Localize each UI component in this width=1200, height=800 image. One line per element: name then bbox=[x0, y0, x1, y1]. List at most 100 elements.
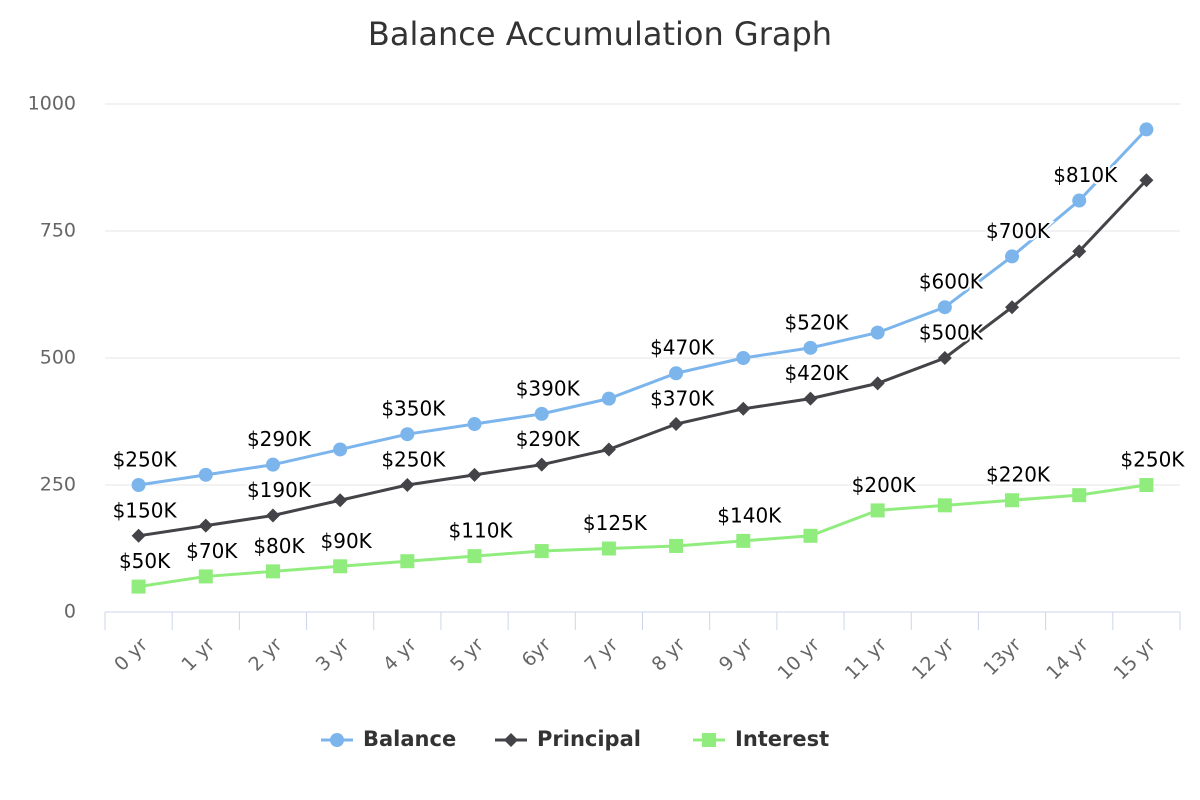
point-marker bbox=[333, 559, 348, 574]
x-tick-label: 4 yr bbox=[379, 634, 421, 676]
data-label: $470K bbox=[650, 336, 715, 360]
data-label: $150K bbox=[113, 498, 178, 522]
legend-item: Balance bbox=[321, 727, 456, 751]
point-marker bbox=[534, 544, 549, 559]
x-tick-label: 14 yr bbox=[1042, 634, 1093, 685]
data-label: $90K bbox=[321, 529, 373, 553]
point-marker bbox=[937, 300, 952, 315]
point-marker bbox=[803, 528, 818, 543]
data-label: $140K bbox=[717, 503, 782, 527]
data-label: $110K bbox=[449, 519, 514, 543]
point-marker bbox=[467, 467, 482, 482]
point-marker bbox=[534, 457, 549, 472]
point-marker bbox=[131, 528, 146, 543]
y-tick-label: 0 bbox=[64, 601, 76, 623]
series-line bbox=[138, 179, 1148, 538]
point-marker bbox=[937, 498, 952, 513]
point-marker bbox=[669, 538, 684, 553]
point-marker bbox=[870, 325, 885, 340]
x-tick-label: 10 yr bbox=[773, 634, 824, 685]
data-label: $600K bbox=[919, 270, 984, 294]
point-marker bbox=[669, 366, 684, 381]
point-marker bbox=[870, 503, 885, 518]
x-tick-label: 2 yr bbox=[245, 634, 287, 676]
x-tick-label: 11 yr bbox=[841, 634, 892, 685]
data-label: $250K bbox=[113, 448, 178, 472]
point-marker bbox=[400, 427, 415, 442]
x-tick-label: 5 yr bbox=[446, 634, 488, 676]
point-marker bbox=[870, 376, 885, 391]
x-tick-label: 1 yr bbox=[177, 634, 219, 676]
data-label: $370K bbox=[650, 387, 715, 411]
data-label: $810K bbox=[1053, 163, 1118, 187]
point-marker bbox=[803, 340, 818, 355]
point-marker bbox=[131, 579, 146, 594]
point-marker bbox=[736, 533, 751, 548]
series-line bbox=[138, 483, 1147, 589]
legend-label: Balance bbox=[363, 727, 456, 751]
point-marker bbox=[1005, 249, 1020, 264]
data-label: $390K bbox=[516, 376, 581, 400]
data-label: $190K bbox=[247, 478, 312, 502]
y-tick-label: 500 bbox=[40, 347, 76, 369]
x-tick-label: 0 yr bbox=[110, 634, 152, 676]
point-marker bbox=[467, 417, 482, 432]
point-marker bbox=[1072, 193, 1087, 208]
point-marker bbox=[265, 457, 280, 472]
point-marker bbox=[265, 564, 280, 579]
point-marker bbox=[1139, 478, 1154, 492]
point-marker bbox=[736, 401, 751, 416]
data-label: $290K bbox=[516, 427, 581, 451]
data-label: $250K bbox=[1120, 448, 1185, 472]
point-marker bbox=[333, 493, 348, 508]
y-tick-label: 250 bbox=[40, 474, 76, 496]
point-marker bbox=[803, 391, 818, 406]
point-marker bbox=[669, 417, 684, 432]
x-tick-label: 15 yr bbox=[1109, 634, 1160, 685]
legend-item: Interest bbox=[693, 727, 829, 751]
data-label: $80K bbox=[253, 534, 305, 558]
point-marker bbox=[198, 467, 213, 482]
x-tick-label: 8 yr bbox=[648, 634, 690, 676]
point-marker bbox=[400, 478, 415, 492]
y-tick-label: 750 bbox=[40, 220, 76, 242]
point-marker bbox=[333, 442, 348, 457]
data-label: $500K bbox=[919, 321, 984, 345]
data-label: $520K bbox=[784, 310, 849, 334]
data-label: $220K bbox=[986, 463, 1051, 487]
data-label: $200K bbox=[852, 473, 917, 497]
point-marker bbox=[601, 391, 616, 406]
point-marker bbox=[736, 351, 751, 365]
data-label: $290K bbox=[247, 427, 312, 451]
point-marker bbox=[1072, 244, 1087, 259]
point-marker bbox=[131, 478, 146, 492]
point-marker bbox=[1072, 488, 1087, 503]
data-label: $350K bbox=[381, 397, 446, 421]
data-label: $50K bbox=[119, 549, 171, 573]
x-tick-label: 7 yr bbox=[580, 634, 622, 676]
point-marker bbox=[198, 569, 213, 584]
data-label: $250K bbox=[381, 448, 446, 472]
point-marker bbox=[1005, 493, 1020, 508]
point-marker bbox=[1005, 300, 1020, 315]
data-label: $700K bbox=[986, 219, 1051, 243]
point-marker bbox=[504, 733, 518, 747]
point-marker bbox=[265, 508, 280, 523]
data-label: $420K bbox=[784, 361, 849, 385]
legend-label: Principal bbox=[537, 727, 641, 751]
point-marker bbox=[1139, 122, 1154, 137]
x-tick-label: 9 yr bbox=[715, 634, 757, 676]
chart-title: Balance Accumulation Graph bbox=[368, 15, 832, 53]
x-tick-label: 6yr bbox=[518, 634, 556, 672]
point-marker bbox=[534, 406, 549, 421]
y-tick-label: 1000 bbox=[28, 93, 76, 115]
point-marker bbox=[601, 541, 616, 556]
series-line bbox=[138, 128, 1148, 487]
point-marker bbox=[400, 554, 415, 569]
x-tick-label: 13yr bbox=[979, 634, 1025, 680]
point-marker bbox=[1139, 173, 1154, 188]
x-tick-label: 3 yr bbox=[312, 634, 354, 676]
point-marker bbox=[702, 733, 716, 747]
legend-item: Principal bbox=[495, 727, 641, 751]
